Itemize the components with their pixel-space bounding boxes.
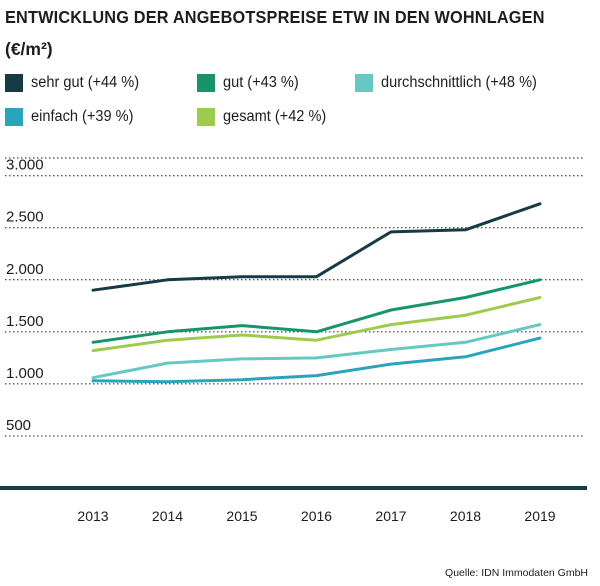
- x-tick-label: 2017: [375, 508, 406, 524]
- series-line: [91, 278, 542, 344]
- x-tick-label: 2016: [301, 508, 332, 524]
- legend-item: sehr gut (+44 %): [5, 74, 146, 92]
- legend-swatch: [5, 74, 23, 92]
- source-note: Quelle: IDN Immodaten GmbH: [445, 567, 588, 579]
- y-tick-label: 1.000: [6, 365, 44, 382]
- legend-label: gesamt (+42 %): [223, 108, 327, 125]
- legend-label: sehr gut (+44 %): [31, 74, 140, 91]
- legend-item: durchschnittlich (+48 %): [355, 74, 547, 92]
- y-tick-label: 2.000: [6, 261, 44, 278]
- x-tick-label: 2018: [450, 508, 481, 524]
- x-tick-label: 2013: [77, 508, 108, 524]
- legend-swatch: [355, 74, 373, 92]
- legend-swatch: [197, 108, 215, 126]
- chart-unit: (€/m²): [5, 39, 53, 59]
- series-line: [91, 323, 542, 380]
- x-tick-label: 2014: [152, 508, 183, 524]
- legend-swatch: [5, 108, 23, 126]
- chart-title: ENTWICKLUNG DER ANGEBOTSPREISE ETW IN DE…: [5, 7, 545, 27]
- legend-item: einfach (+39 %): [5, 108, 140, 126]
- y-tick-label: 500: [6, 417, 31, 434]
- legend-item: gesamt (+42 %): [197, 108, 333, 126]
- series-line: [91, 336, 542, 384]
- x-tick-label: 2019: [524, 508, 555, 524]
- legend-label: einfach (+39 %): [31, 108, 134, 125]
- legend-label: durchschnittlich (+48 %): [381, 74, 537, 91]
- y-tick-label: 1.500: [6, 313, 44, 330]
- y-tick-label: 3.000: [6, 157, 44, 174]
- legend-item: gut (+43 %): [197, 74, 304, 92]
- x-tick-label: 2015: [226, 508, 257, 524]
- legend-label: gut (+43 %): [223, 74, 299, 91]
- series-line: [91, 296, 542, 353]
- series-line: [91, 202, 542, 292]
- legend-swatch: [197, 74, 215, 92]
- y-tick-label: 2.500: [6, 209, 44, 226]
